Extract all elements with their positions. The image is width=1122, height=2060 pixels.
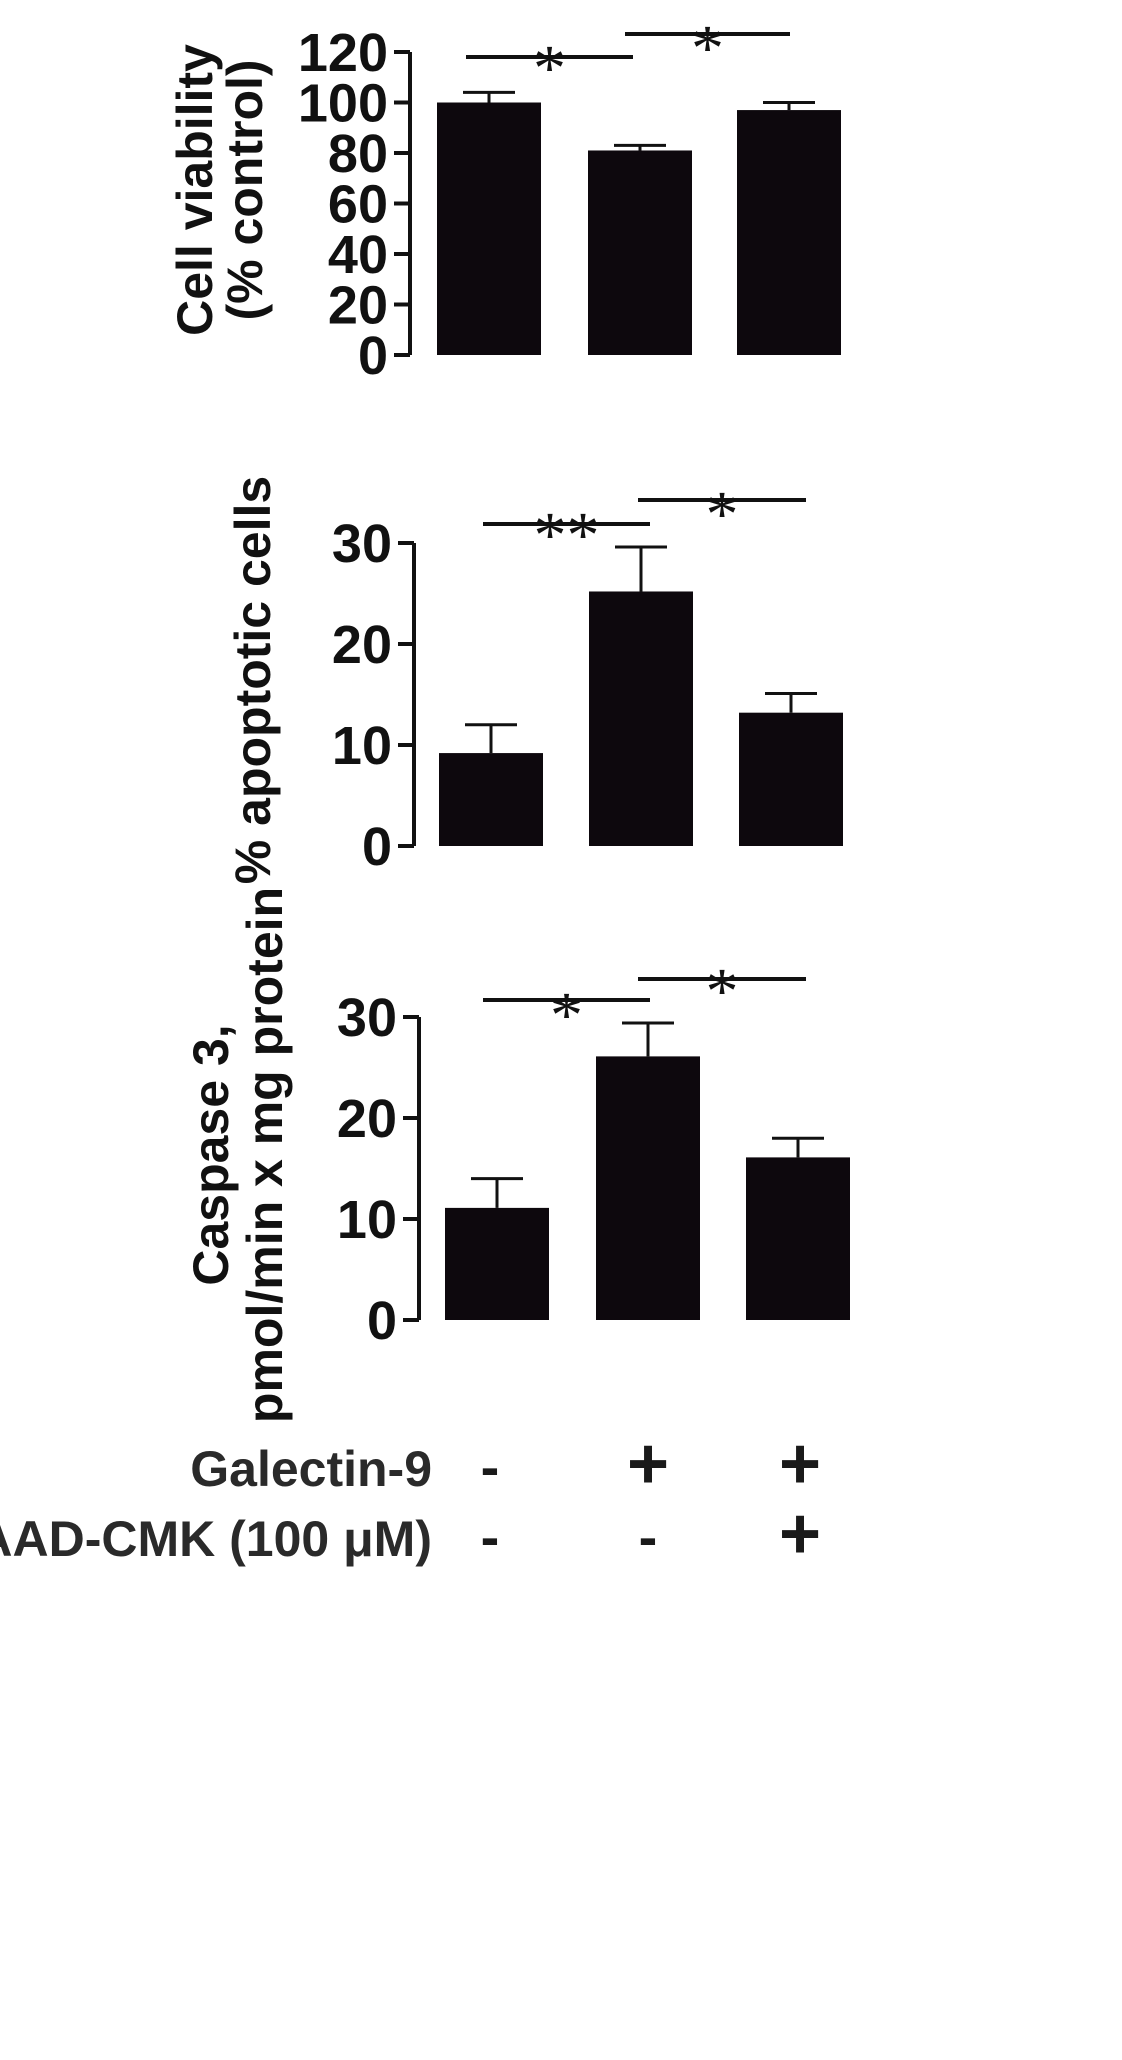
y-tick-label: 10: [337, 1190, 397, 1250]
bar: [437, 102, 541, 355]
y-axis-label: Caspase 3,: [183, 1024, 239, 1285]
plus-sign: +: [779, 1494, 821, 1574]
significance-marker: *: [706, 478, 739, 551]
y-tick-label: 80: [328, 124, 388, 184]
y-tick-label: 0: [362, 817, 392, 877]
y-tick-label: 40: [328, 225, 388, 285]
minus-sign: -: [639, 1505, 658, 1568]
bar: [445, 1207, 549, 1320]
significance-marker: *: [706, 955, 739, 1028]
minus-sign: -: [481, 1435, 500, 1498]
condition-row-2: Z-AAD-CMK (100 μM)--+: [0, 1494, 821, 1574]
y-tick-label: 10: [332, 716, 392, 776]
y-tick-label: 20: [328, 276, 388, 336]
minus-sign: -: [481, 1505, 500, 1568]
y-axis-label: % apoptotic cells: [225, 476, 281, 884]
significance-marker: **: [534, 499, 600, 572]
bar: [746, 1157, 850, 1320]
plus-sign: +: [627, 1424, 669, 1504]
y-tick-label: 100: [298, 74, 388, 134]
plus-sign: +: [779, 1424, 821, 1504]
y-axis-label: (% control): [217, 59, 273, 320]
significance-marker: *: [550, 979, 583, 1052]
bar: [739, 712, 843, 846]
y-tick-label: 20: [337, 1089, 397, 1149]
y-tick-label: 30: [337, 988, 397, 1048]
condition-row-1: Galectin-9- + +: [190, 1424, 821, 1504]
y-axis-label: pmol/min x mg protein: [237, 887, 293, 1423]
condition-label: Galectin-9: [190, 1441, 432, 1497]
bar: [589, 591, 693, 846]
bar: [737, 110, 841, 355]
y-axis-label: Cell viability: [167, 44, 223, 336]
condition-label: Z-AAD-CMK (100 μM): [0, 1511, 432, 1567]
y-tick-label: 120: [298, 23, 388, 83]
significance-marker: *: [533, 32, 566, 105]
bar: [588, 150, 692, 355]
bar: [596, 1056, 700, 1320]
bar: [439, 753, 543, 846]
y-tick-label: 0: [358, 326, 388, 386]
y-tick-label: 30: [332, 514, 392, 574]
chart-3: 0 10 20 30 Caspase 3,pmol/min x mg protein * *: [183, 887, 850, 1423]
y-tick-label: 60: [328, 175, 388, 235]
y-tick-label: 0: [367, 1291, 397, 1351]
significance-marker: *: [691, 12, 724, 85]
y-tick-label: 20: [332, 615, 392, 675]
